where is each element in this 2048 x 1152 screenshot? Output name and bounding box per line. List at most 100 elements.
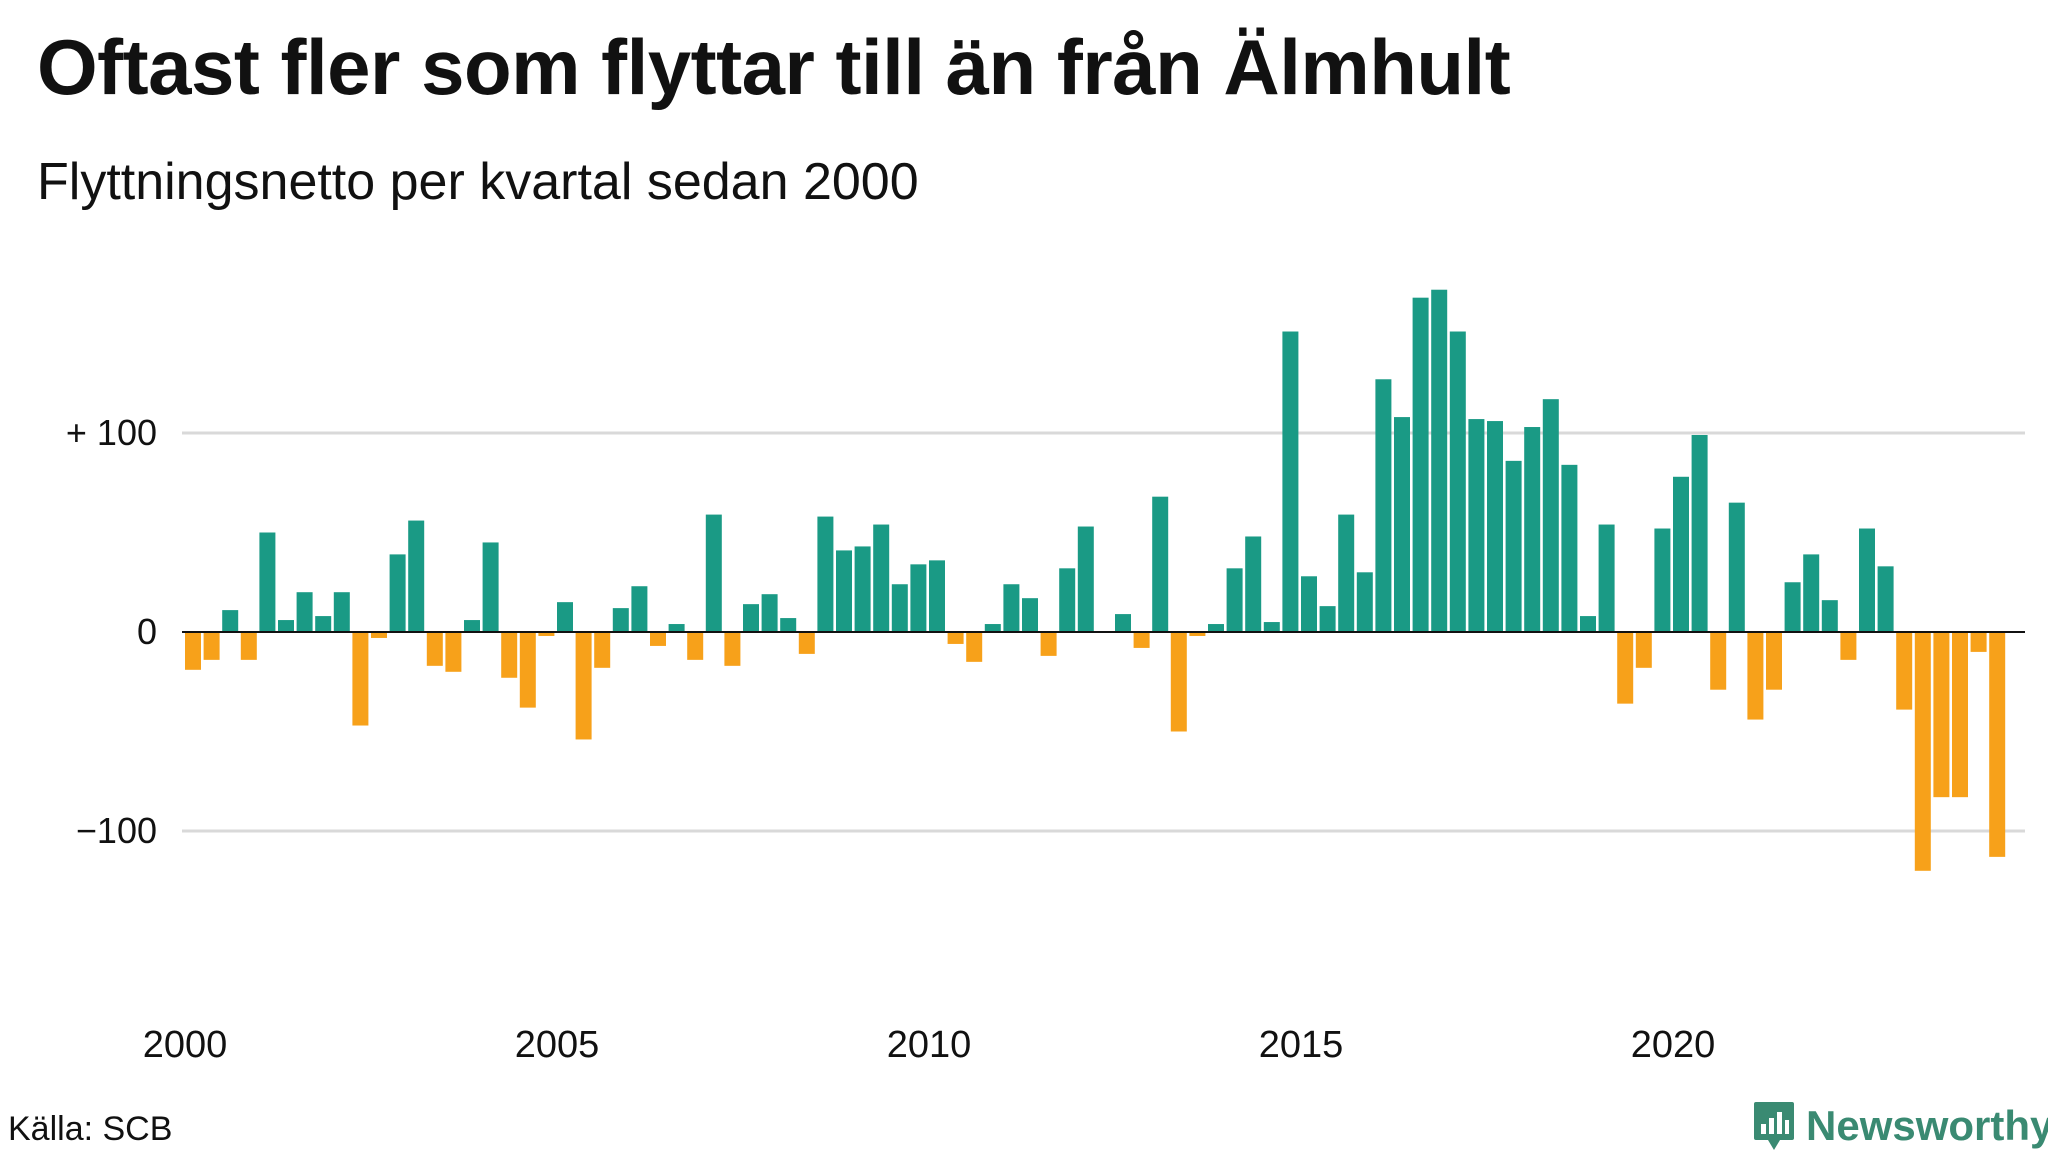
source-note: Källa: SCB — [8, 1110, 173, 1148]
bar — [929, 560, 945, 632]
bar — [1449, 331, 1466, 632]
bar — [594, 632, 611, 668]
bar — [1970, 632, 1987, 652]
bar — [1040, 632, 1057, 656]
bar — [1487, 421, 1503, 632]
bar — [612, 608, 629, 632]
x-tick-label: 2005 — [515, 1024, 600, 1066]
bar — [389, 554, 406, 632]
bar — [1468, 419, 1485, 632]
bar — [873, 524, 890, 632]
bar — [1914, 632, 1931, 871]
bar — [1580, 616, 1596, 632]
bar — [222, 610, 239, 632]
bar — [1542, 399, 1559, 632]
bar — [352, 632, 369, 726]
bar — [984, 624, 1001, 632]
bar — [203, 632, 220, 660]
bar — [575, 632, 592, 740]
bar — [780, 618, 797, 632]
bar — [1059, 568, 1076, 632]
bar — [743, 604, 759, 632]
bar — [966, 632, 983, 662]
bar — [501, 632, 518, 678]
bar — [1896, 632, 1913, 710]
bar — [278, 620, 294, 632]
bar — [557, 602, 573, 632]
bar — [482, 542, 499, 632]
bar — [1524, 427, 1541, 632]
bar — [519, 632, 536, 708]
bar — [1022, 598, 1038, 632]
bar — [1728, 502, 1745, 632]
y-tick-label: 0 — [137, 611, 157, 652]
bar — [426, 632, 443, 666]
bar — [1989, 632, 2006, 857]
bar — [1840, 632, 1857, 660]
bar — [1412, 297, 1429, 632]
bar — [1635, 632, 1652, 668]
x-tick-label: 2015 — [1259, 1024, 1344, 1066]
x-tick-label: 2010 — [887, 1024, 972, 1066]
bar — [1356, 572, 1373, 632]
newsworthy-logo-icon — [1754, 1102, 1794, 1150]
bar — [1189, 632, 1206, 636]
bar — [259, 532, 276, 632]
bar — [1747, 632, 1764, 720]
bar — [724, 632, 741, 666]
bar — [1152, 496, 1169, 632]
bar — [705, 514, 722, 632]
bar — [1115, 614, 1131, 632]
bar — [1617, 632, 1634, 704]
bar — [1952, 632, 1968, 798]
y-axis-tick-labels: + 100 0 −100 — [66, 412, 157, 851]
bar — [1133, 632, 1150, 648]
bar — [1877, 566, 1894, 632]
bar — [1691, 434, 1708, 632]
bar — [1933, 632, 1950, 798]
bar — [445, 632, 462, 672]
bar — [538, 632, 555, 636]
bar — [1394, 417, 1410, 632]
bar — [836, 550, 852, 632]
bar — [1263, 622, 1280, 632]
x-axis-tick-labels: 2000 2005 2010 2015 2020 — [143, 1024, 1716, 1066]
bar — [1561, 464, 1578, 632]
bar — [1003, 584, 1020, 632]
y-tick-label: + 100 — [66, 412, 157, 453]
y-tick-label: −100 — [76, 810, 157, 851]
bar — [1710, 632, 1727, 690]
chart-subtitle: Flyttningsnetto per kvartal sedan 2000 — [37, 153, 919, 211]
bar — [947, 632, 964, 644]
bar — [1301, 576, 1317, 632]
bar — [650, 632, 666, 646]
grid-lines — [182, 431, 2025, 833]
bar — [854, 546, 871, 632]
bar — [1598, 524, 1615, 632]
bar — [1505, 460, 1522, 632]
chart-title: Oftast fler som flyttar till än från Älm… — [37, 23, 1511, 111]
bar — [891, 584, 908, 632]
bar — [1431, 289, 1448, 632]
bar — [1784, 582, 1801, 632]
bar — [631, 586, 648, 632]
bar — [371, 632, 387, 638]
bar — [1859, 528, 1875, 632]
brand-label: Newsworthy — [1806, 1102, 2048, 1149]
brand[interactable]: Newsworthy — [1752, 1100, 2048, 1152]
bar — [761, 594, 778, 632]
bar — [1654, 528, 1671, 632]
bar — [408, 520, 425, 632]
bar — [1821, 600, 1838, 632]
bar — [1375, 379, 1392, 632]
bar — [296, 592, 313, 632]
bar — [240, 632, 257, 660]
bar — [817, 516, 834, 632]
bar — [910, 564, 927, 632]
bar — [1170, 632, 1187, 732]
bar — [668, 624, 685, 632]
bar — [1338, 514, 1355, 632]
bar — [1673, 476, 1689, 632]
bar — [798, 632, 815, 654]
